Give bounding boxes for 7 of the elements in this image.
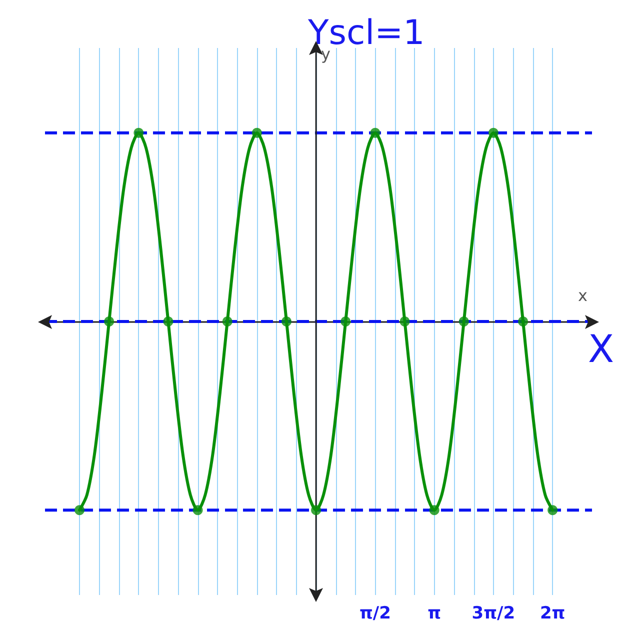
annotation: X (588, 327, 614, 371)
x-tick-label: π/2 (359, 604, 391, 624)
x-tick-label: π (428, 604, 442, 624)
x-tick-label: 3π/2 (472, 604, 516, 624)
x-tick-label: 2π (540, 604, 566, 624)
y-axis-title: y (321, 44, 331, 64)
x-axis-title: x (578, 286, 588, 305)
